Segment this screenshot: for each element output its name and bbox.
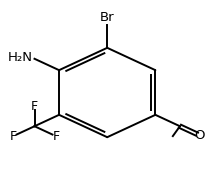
Text: H₂N: H₂N	[8, 51, 33, 64]
Text: F: F	[31, 100, 38, 113]
Text: O: O	[194, 129, 204, 142]
Text: Br: Br	[100, 11, 115, 24]
Text: F: F	[10, 130, 17, 143]
Text: F: F	[52, 130, 59, 143]
